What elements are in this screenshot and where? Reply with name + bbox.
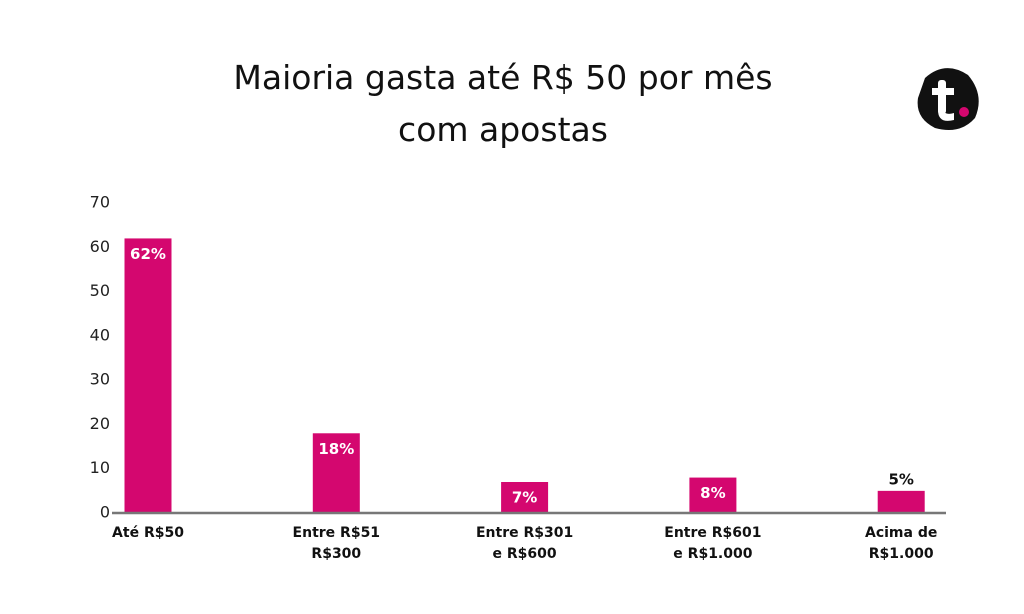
data-label: 7% <box>512 489 537 507</box>
bar <box>877 490 925 513</box>
bar <box>501 482 549 513</box>
data-label: 18% <box>318 440 354 458</box>
bar <box>312 433 360 513</box>
y-tick-label: 30 <box>90 370 110 389</box>
x-tick-label: Até R$50 <box>112 525 184 541</box>
x-tick-label: Acima de R$1.000 <box>865 525 938 562</box>
bar <box>124 238 172 513</box>
data-label: 62% <box>130 245 166 263</box>
logo <box>917 68 979 131</box>
x-tick-label: Entre R$301 e R$600 <box>475 525 574 562</box>
data-label: 8% <box>700 484 725 502</box>
y-tick-label: 40 <box>90 325 110 344</box>
y-tick-label: 70 <box>90 193 110 212</box>
x-tick-label: Entre R$51 R$300 <box>292 525 381 562</box>
bar <box>689 477 737 513</box>
y-tick-label: 0 <box>100 503 110 522</box>
y-tick-label: 50 <box>90 281 110 300</box>
x-tick-label: Entre R$601 e R$1.000 <box>664 525 762 562</box>
y-tick-label: 10 <box>90 458 110 477</box>
y-tick-label: 20 <box>90 414 110 433</box>
chart-title: Maioria gasta até R$ 50 por mês com apos… <box>233 58 773 149</box>
data-label: 5% <box>888 470 913 488</box>
y-tick-label: 60 <box>90 237 110 256</box>
